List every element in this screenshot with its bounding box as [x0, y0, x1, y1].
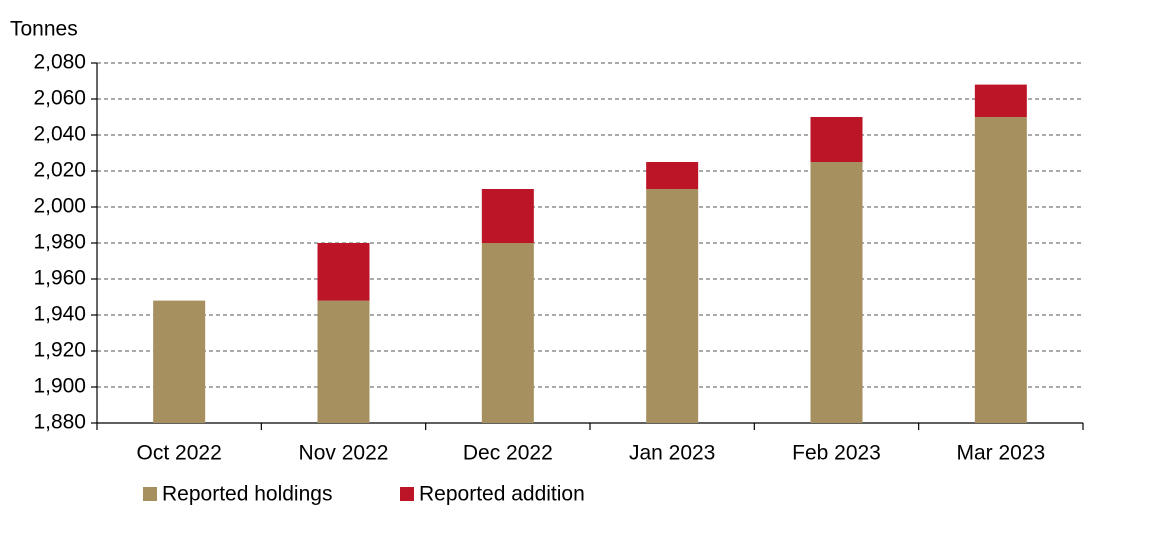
y-tick-label: 2,020 [33, 159, 86, 182]
x-tick-label: Dec 2022 [463, 442, 553, 465]
y-tick-label: 2,000 [33, 195, 86, 218]
legend-label: Reported holdings [162, 483, 332, 506]
y-tick-label: 1,920 [33, 339, 86, 362]
bar-segment [153, 300, 206, 423]
y-tick-label: 1,960 [33, 267, 86, 290]
y-tick-label: 1,900 [33, 375, 86, 398]
bar-segment [974, 117, 1027, 423]
y-tick-label: 2,060 [33, 87, 86, 110]
bar-segment [317, 243, 370, 301]
bar-segment [810, 117, 863, 162]
x-tick-label: Mar 2023 [956, 442, 1045, 465]
bar-segment [810, 162, 863, 423]
bar-segment [317, 300, 370, 423]
y-axis-label: Tonnes [10, 18, 78, 41]
y-tick-label: 2,040 [33, 123, 86, 146]
bar-segment [481, 243, 534, 423]
x-tick-label: Jan 2023 [629, 442, 715, 465]
y-tick-label: 1,880 [33, 411, 86, 434]
y-tick-label: 1,940 [33, 303, 86, 326]
legend-label: Reported addition [419, 483, 585, 506]
legend-swatch [400, 487, 414, 501]
legend-swatch [143, 487, 157, 501]
x-tick-label: Nov 2022 [299, 442, 389, 465]
x-tick-label: Feb 2023 [792, 442, 881, 465]
bar-segment [481, 189, 534, 243]
bar-segment [646, 162, 699, 189]
bar-segment [646, 189, 699, 423]
x-tick-label: Oct 2022 [137, 442, 222, 465]
bar-segment [974, 84, 1027, 117]
y-tick-label: 2,080 [33, 51, 86, 74]
y-tick-label: 1,980 [33, 231, 86, 254]
